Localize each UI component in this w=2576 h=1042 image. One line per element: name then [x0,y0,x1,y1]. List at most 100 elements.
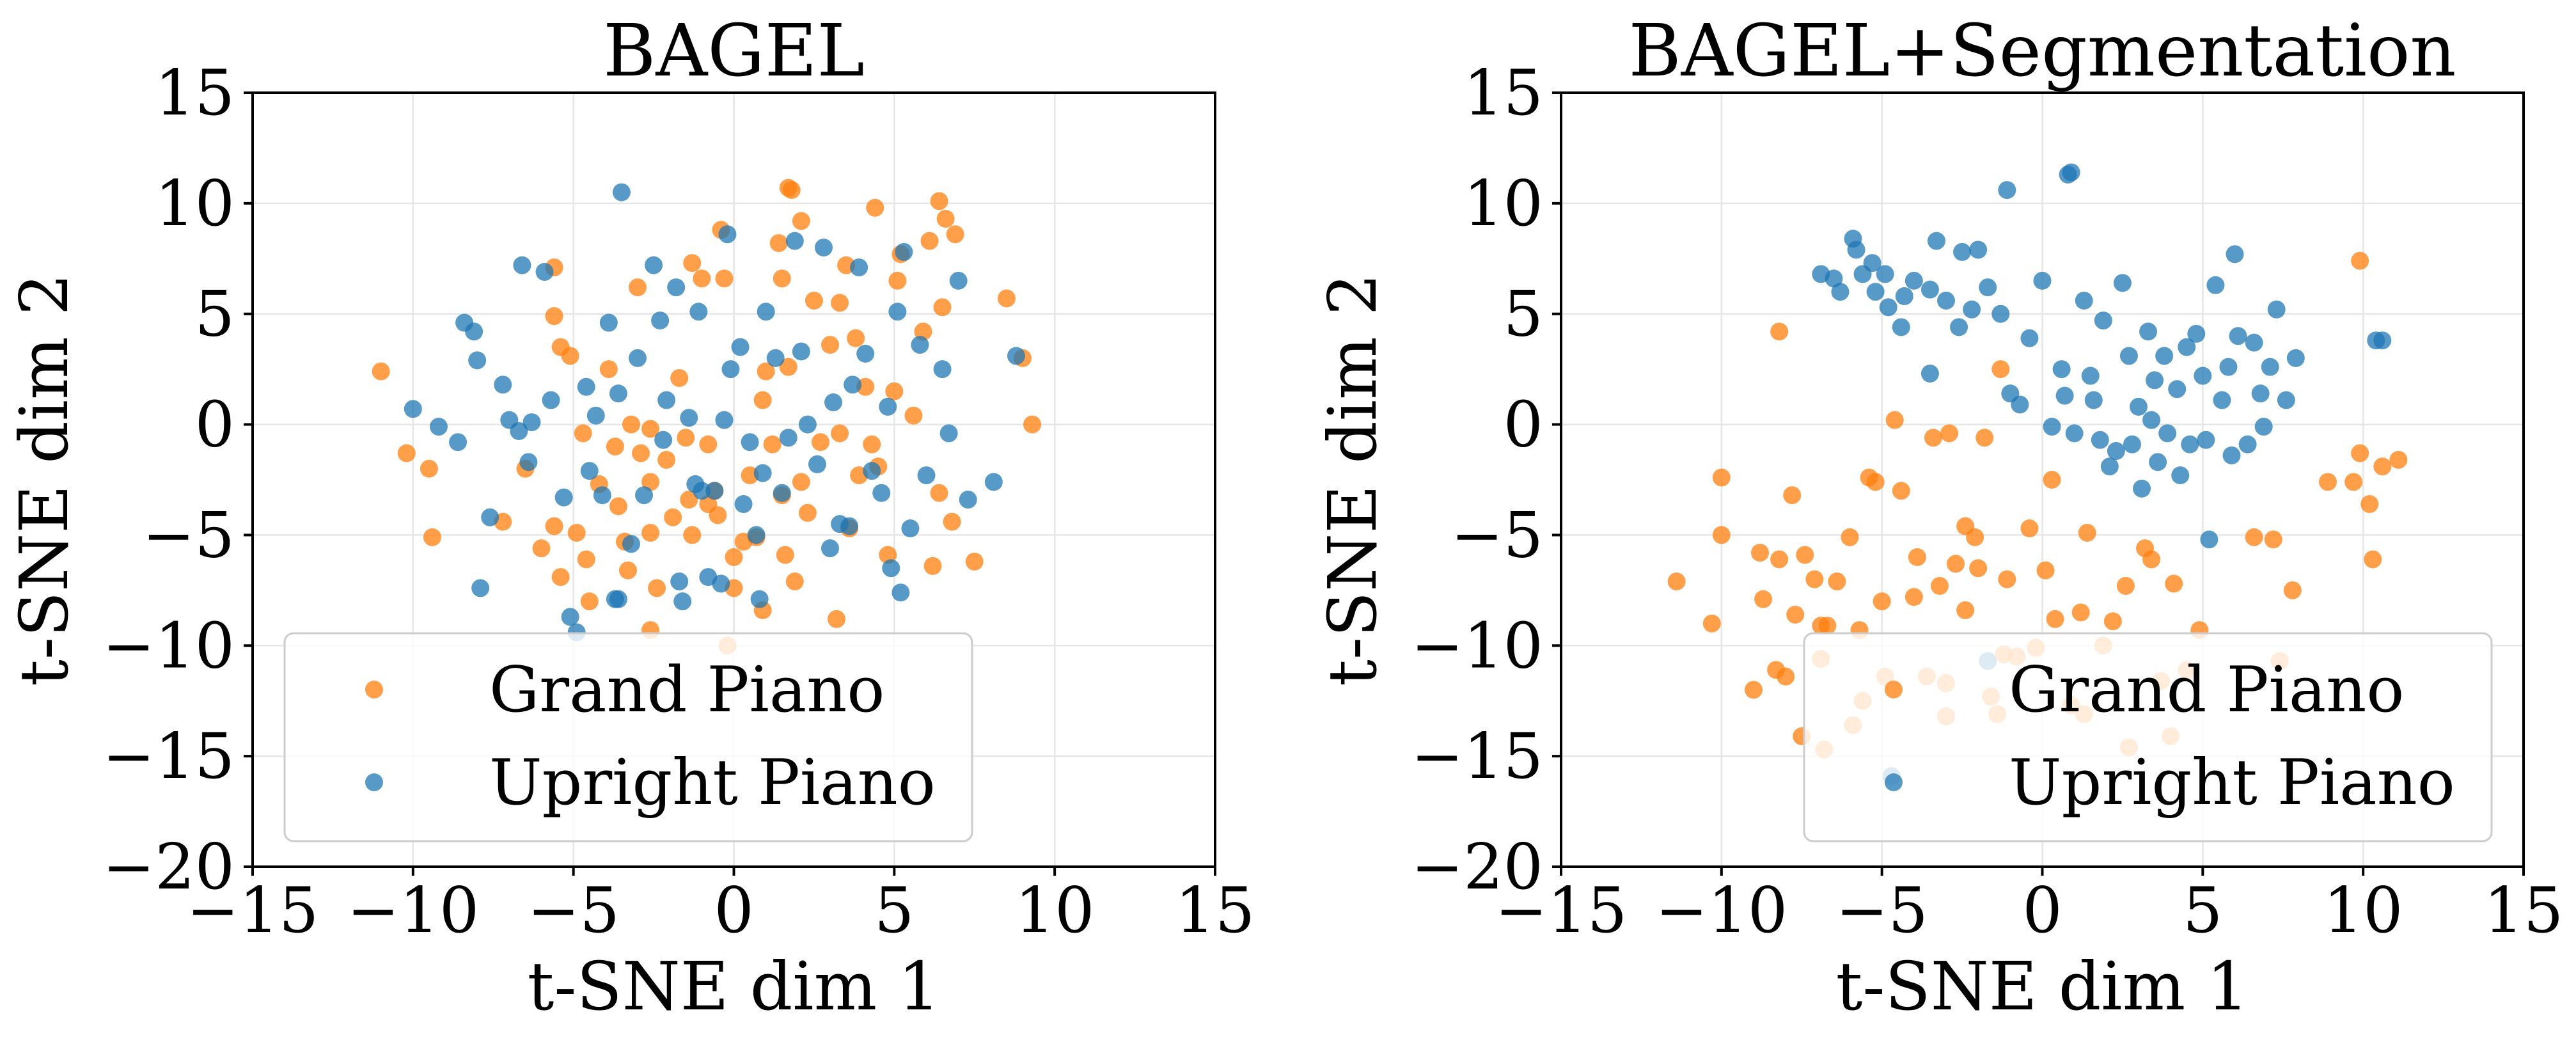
data-point [831,294,849,312]
data-point [776,546,794,564]
data-point [2116,576,2135,595]
data-point [683,526,702,544]
data-point [2373,457,2392,476]
data-point [609,590,627,608]
data-point [2373,331,2392,350]
data-point [2149,453,2167,471]
data-point [872,484,891,502]
series-upright-piano [404,183,1025,642]
x-tick-label: 15 [2484,874,2564,947]
data-point [648,579,666,597]
data-point [747,526,766,544]
data-point [1956,601,1975,619]
data-point [1751,544,1770,562]
data-point [718,225,737,244]
data-point [629,278,647,297]
y-tick-label: −15 [1411,720,1543,793]
data-point [2197,430,2215,449]
data-point [949,271,968,290]
data-point [901,519,920,538]
data-point [840,517,859,535]
data-point [670,368,689,387]
legend-marker [365,681,383,699]
data-point [750,590,769,608]
data-point [946,225,964,244]
data-point [680,409,698,427]
data-point [939,424,958,443]
data-point [471,579,490,597]
data-point [725,548,743,566]
data-point [577,377,595,396]
data-point [1998,181,2016,200]
data-point [1828,572,1846,591]
data-point [930,192,948,210]
data-point [1786,605,1805,624]
data-point [930,484,948,502]
y-axis-label: t-SNE dim 2 [5,273,83,686]
data-point [2364,550,2382,569]
data-point [895,242,913,261]
data-point [2251,384,2270,403]
data-point [814,239,833,257]
data-point [2155,347,2174,365]
data-point [2219,358,2238,376]
data-point [693,482,711,500]
data-point [580,592,599,611]
data-point [2103,612,2122,631]
data-point [599,313,618,332]
data-point [1920,280,1939,299]
data-point [920,232,939,250]
data-point [2081,367,2100,385]
data-point [465,322,483,341]
data-point [654,430,673,449]
data-point [542,391,560,409]
data-point [1866,283,1885,301]
data-point [882,559,900,578]
data-point [831,424,849,443]
data-point [2283,581,2302,599]
y-tick-label: −10 [1411,610,1543,683]
data-point [651,312,670,330]
data-point [1879,298,1897,317]
data-point [879,397,897,416]
series-grand-piano [372,178,1042,655]
data-point [1745,681,1763,699]
data-point [1841,528,1859,546]
data-point [510,422,528,440]
data-point [622,535,640,553]
data-point [641,523,660,542]
data-point [1950,318,1968,336]
data-point [933,360,952,379]
data-point [2222,446,2241,464]
legend-box [1803,632,2493,842]
data-point [1770,322,1789,341]
data-point [1825,269,1843,288]
data-point [811,433,829,452]
data-point [943,512,961,531]
data-point [2277,391,2295,409]
data-point [612,183,631,201]
data-point [532,539,551,558]
data-point [449,433,467,452]
data-point [1885,411,1904,429]
data-point [1953,242,1972,261]
data-point [792,212,810,230]
data-point [2020,329,2039,347]
y-tick-label: 10 [155,168,235,241]
data-point [609,384,627,403]
data-point [657,391,676,409]
y-tick-label: 15 [155,57,235,130]
data-point [1876,265,1894,283]
data-point [2206,276,2225,294]
y-tick-label: 5 [195,278,235,351]
y-tick-label: −5 [143,499,235,572]
data-point [885,382,904,400]
data-point [693,269,711,288]
data-point [561,347,579,365]
data-point [1927,232,1945,250]
data-point [535,263,554,281]
data-point [2043,418,2061,436]
data-point [2194,367,2212,385]
data-point [641,473,660,491]
